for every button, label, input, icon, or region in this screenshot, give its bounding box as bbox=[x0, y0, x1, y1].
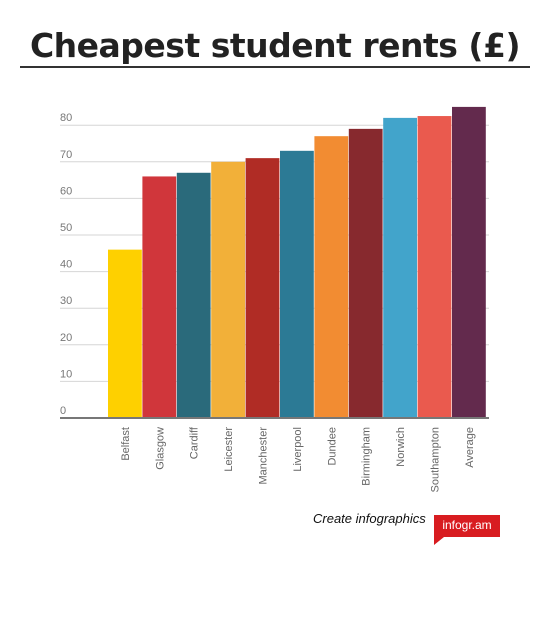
x-tick-label-leicester: Leicester bbox=[223, 427, 235, 472]
bar-glasgow[interactable] bbox=[142, 176, 177, 418]
bar-average[interactable] bbox=[452, 106, 486, 419]
y-tick-label: 70 bbox=[60, 149, 72, 161]
y-tick-label: 10 bbox=[60, 368, 72, 380]
y-tick-label: 30 bbox=[60, 295, 72, 307]
title-divider bbox=[20, 66, 530, 68]
bar-cardiff[interactable] bbox=[176, 172, 211, 418]
bars bbox=[108, 106, 486, 419]
y-tick-label: 20 bbox=[60, 332, 72, 344]
chart-title: Cheapest student rents (£) bbox=[29, 26, 521, 65]
y-axis-ticks: 0 10 20 30 40 50 60 70 80 bbox=[60, 112, 72, 417]
bar-southampton[interactable] bbox=[417, 116, 452, 419]
bar-liverpool[interactable] bbox=[280, 150, 314, 418]
x-tick-label-norwich: Norwich bbox=[395, 427, 407, 467]
logo-tail-shape bbox=[434, 537, 444, 545]
x-tick-label-cardiff: Cardiff bbox=[189, 426, 201, 459]
x-axis-ticks: Belfast Glasgow Cardiff Leicester Manchester… bbox=[120, 426, 476, 492]
infogram-logo[interactable]: infogr.am bbox=[434, 515, 500, 545]
bar-belfast[interactable] bbox=[108, 249, 142, 418]
x-tick-label-southampton: Southampton bbox=[430, 427, 442, 492]
x-tick-label-liverpool: Liverpool bbox=[292, 427, 304, 472]
x-tick-label-dundee: Dundee bbox=[326, 427, 338, 466]
y-tick-label: 50 bbox=[60, 222, 72, 234]
x-tick-label-belfast: Belfast bbox=[120, 427, 132, 461]
y-tick-label: 0 bbox=[60, 405, 66, 417]
bar-birmingham[interactable] bbox=[348, 128, 383, 419]
x-tick-label-manchester: Manchester bbox=[258, 427, 270, 485]
bar-dundee[interactable] bbox=[314, 136, 349, 418]
x-tick-label-average: Average bbox=[464, 427, 476, 468]
bar-manchester[interactable] bbox=[245, 158, 280, 418]
infogram-logo-text: infogr.am bbox=[442, 518, 492, 532]
x-tick-label-glasgow: Glasgow bbox=[154, 427, 166, 470]
y-tick-label: 80 bbox=[60, 112, 72, 124]
bar-norwich[interactable] bbox=[383, 117, 417, 418]
y-tick-label: 40 bbox=[60, 259, 72, 271]
create-infographics-link[interactable]: Create infographics bbox=[313, 511, 426, 526]
bar-leicester[interactable] bbox=[211, 161, 245, 419]
y-tick-label: 60 bbox=[60, 185, 72, 197]
x-tick-label-birmingham: Birmingham bbox=[361, 427, 373, 486]
